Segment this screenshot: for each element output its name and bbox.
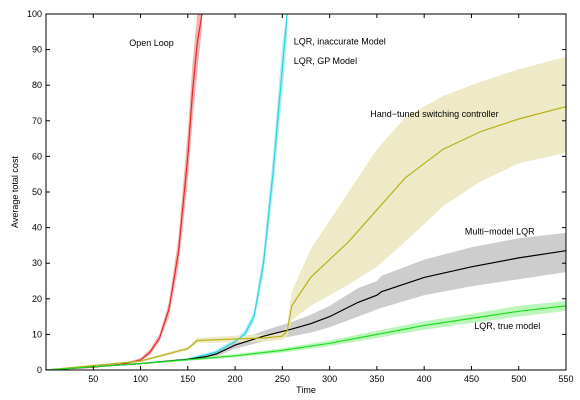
annotation-multi-model-lqr: Multi−model LQR [465,227,535,237]
y-tick-label: 10 [32,329,42,339]
y-tick-label: 90 [32,45,42,55]
x-axis-label: Time [296,385,316,395]
x-tick-label: 500 [511,374,526,384]
series-line-lqr-true-model [46,305,566,370]
y-axis-label: Average total cost [10,156,20,228]
band-lqr-gp-model [46,232,566,370]
bands-layer [46,14,566,370]
y-tick-label: 40 [32,223,42,233]
y-tick-label: 30 [32,258,42,268]
x-tick-label: 100 [133,374,148,384]
band-hand-tuned-switching-controller [46,56,566,370]
annotation-open-loop: Open Loop [129,38,174,48]
series-line-hand-tuned-switching-controller [46,106,566,370]
x-tick-label: 250 [275,374,290,384]
annotation-hand-tuned-switching-controller: Hand−tuned switching controller [370,109,498,119]
band-open-loop [46,14,202,370]
y-tick-label: 0 [37,365,42,375]
x-tick-label: 550 [558,374,573,384]
annotation-lqr-inaccurate-model: LQR, inaccurate Model [294,36,386,46]
band-lqr-true-model [46,300,566,370]
x-tick-label: 200 [228,374,243,384]
series-line-lqr-gp-model [46,250,566,370]
x-tick-label: 450 [464,374,479,384]
x-tick-label: 300 [322,374,337,384]
series-line-open-loop [46,14,203,370]
y-tick-label: 50 [32,187,42,197]
x-tick-label: 50 [88,374,98,384]
lines-layer [46,14,566,370]
annotations-layer: Open Loop LQR, inaccurate Model LQR, GP Mo… [129,36,540,331]
ticks-layer: 50 100 150 200 250 300 350 400 450 500 550 0 10 20 30 4… [27,9,574,384]
y-tick-label: 20 [32,294,42,304]
x-tick-label: 400 [417,374,432,384]
y-tick-label: 80 [32,80,42,90]
y-tick-label: 60 [32,151,42,161]
annotation-lqr-true-model: LQR, true model [474,321,540,331]
y-tick-label: 70 [32,116,42,126]
annotation-lqr-gp-model: LQR, GP Model [294,56,357,66]
x-tick-label: 150 [180,374,195,384]
x-tick-label: 350 [369,374,384,384]
y-tick-label: 100 [27,9,42,19]
